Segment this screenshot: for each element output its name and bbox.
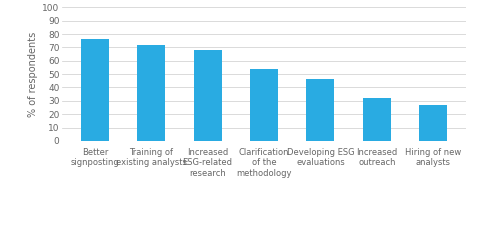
Bar	[137, 45, 165, 141]
Y-axis label: % of respondents: % of respondents	[28, 32, 38, 117]
Bar	[306, 79, 335, 141]
Bar	[81, 39, 109, 141]
Bar	[193, 50, 222, 141]
Bar	[250, 69, 278, 141]
Bar	[363, 98, 391, 141]
Bar	[419, 105, 447, 141]
